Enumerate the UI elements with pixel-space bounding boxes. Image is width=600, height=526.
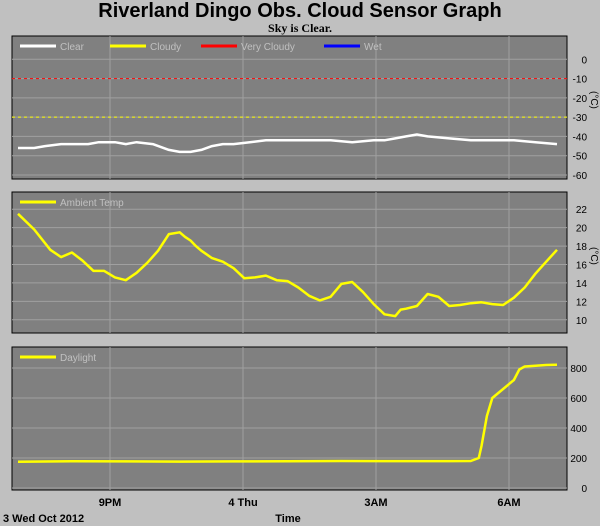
x-tick-label: 9PM bbox=[99, 497, 122, 509]
y-tick-label: -30 bbox=[573, 113, 588, 124]
series-line bbox=[17, 363, 558, 464]
series-line bbox=[18, 133, 558, 154]
legend-label: Clear bbox=[60, 42, 85, 53]
y-tick-label: -10 bbox=[573, 75, 588, 86]
y-tick-label: 600 bbox=[570, 394, 587, 405]
x-tick-label: 4 Thu bbox=[228, 497, 257, 509]
y-tick-label: -60 bbox=[573, 171, 588, 182]
y-axis-label: (°C) bbox=[588, 91, 599, 109]
x-tick-label: 3AM bbox=[364, 497, 387, 509]
y-tick-label: -40 bbox=[573, 132, 588, 143]
chart-panel-2: 10 12 14 16 18 20 22 Ambient Temp (°C) bbox=[11, 191, 599, 334]
y-tick-label: 400 bbox=[570, 424, 587, 435]
y-tick-label: 12 bbox=[576, 297, 588, 308]
x-axis-title: Time bbox=[275, 513, 300, 525]
x-tick-label: 6AM bbox=[497, 497, 520, 509]
legend-label: Very Cloudy bbox=[241, 42, 295, 53]
legend-label: Cloudy bbox=[150, 42, 181, 53]
y-tick-label: 18 bbox=[576, 242, 588, 253]
legend-label: Ambient Temp bbox=[60, 198, 124, 209]
y-tick-label: 200 bbox=[570, 454, 587, 465]
series-line bbox=[17, 212, 558, 318]
y-tick-label: 0 bbox=[581, 55, 587, 66]
chart-panel-1: 0 -10 -20 -30 -40 -50 -60 Clear Cloudy Very Cloud… bbox=[11, 35, 599, 182]
legend-label: Wet bbox=[364, 42, 382, 53]
date-label: 3 Wed Oct 2012 bbox=[3, 513, 84, 525]
y-tick-label: 22 bbox=[576, 205, 588, 216]
y-tick-label: 10 bbox=[576, 316, 588, 327]
plot-area bbox=[11, 346, 568, 491]
y-axis-label: (°C) bbox=[588, 247, 599, 265]
plot-area bbox=[11, 35, 568, 180]
sky-status: Sky is Clear. bbox=[268, 21, 332, 35]
y-tick-label: -20 bbox=[573, 94, 588, 105]
plot-area bbox=[11, 191, 568, 334]
y-tick-label: -50 bbox=[573, 152, 588, 163]
chart-title: Riverland Dingo Obs. Cloud Sensor Graph bbox=[98, 0, 502, 22]
y-tick-label: 14 bbox=[576, 279, 588, 290]
y-tick-label: 16 bbox=[576, 261, 588, 272]
y-tick-label: 800 bbox=[570, 364, 587, 375]
legend-label: Daylight bbox=[60, 353, 96, 364]
y-tick-label: 0 bbox=[581, 484, 587, 495]
chart-panel-3: 0 200 400 600 800 Daylight 9PM 4 Thu 3AM 6AM bbox=[11, 346, 587, 509]
y-tick-label: 20 bbox=[576, 224, 588, 235]
